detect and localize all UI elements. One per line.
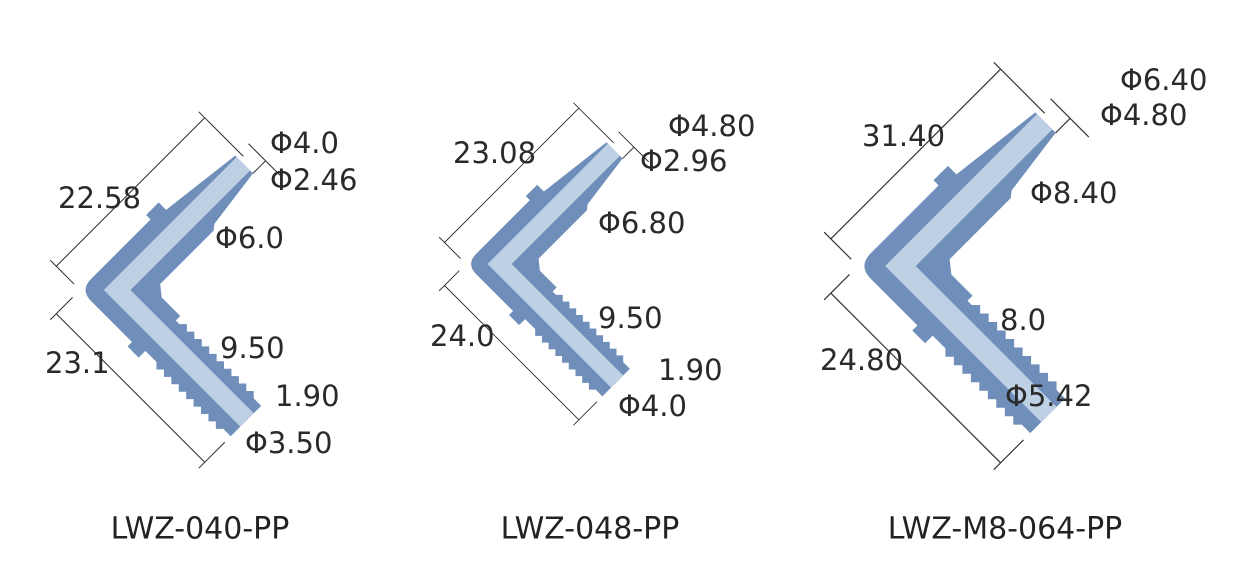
part-name: LWZ-M8-064-PP bbox=[888, 512, 1123, 547]
part-name: LWZ-048-PP bbox=[501, 512, 680, 547]
part-3: 31.40 24.80 Φ6.40 Φ4.80 Φ8.40 8.0 Φ5.42 … bbox=[790, 52, 1207, 547]
dimension: Φ5.42 bbox=[1005, 379, 1092, 413]
dimension: Φ3.50 bbox=[245, 426, 332, 460]
dimension: 23.1 bbox=[45, 346, 110, 380]
dimension: Φ4.80 bbox=[1100, 98, 1187, 132]
dimension: 1.90 bbox=[658, 353, 723, 387]
dimension: Φ8.40 bbox=[1030, 176, 1117, 210]
dimension: 31.40 bbox=[862, 119, 945, 153]
dimension: Φ2.46 bbox=[270, 163, 357, 197]
dimension: Φ2.96 bbox=[640, 144, 727, 178]
part-1: 22.58 23.1 Φ4.0 Φ2.46 Φ6.0 9.50 1.90 Φ3.… bbox=[21, 103, 386, 547]
dimension: 9.50 bbox=[220, 331, 285, 365]
dimension: Φ4.0 bbox=[618, 389, 687, 423]
part-name: LWZ-040-PP bbox=[111, 512, 290, 547]
dimension: 1.90 bbox=[275, 379, 340, 413]
dimension: 24.80 bbox=[820, 343, 903, 377]
dimension: 23.08 bbox=[453, 136, 536, 170]
dimension: Φ6.0 bbox=[215, 221, 284, 255]
dimension: Φ4.0 bbox=[270, 126, 339, 160]
dimension: Φ6.80 bbox=[598, 206, 685, 240]
dimension: 9.50 bbox=[598, 301, 663, 335]
dimension: 24.0 bbox=[430, 319, 495, 353]
dimension: 22.58 bbox=[58, 181, 141, 215]
dimension: 8.0 bbox=[1000, 303, 1046, 337]
part-2: 23.08 24.0 Φ4.80 Φ2.96 Φ6.80 9.50 1.90 Φ… bbox=[412, 95, 755, 547]
dimension: Φ6.40 bbox=[1120, 63, 1207, 97]
dimension: Φ4.80 bbox=[668, 109, 755, 143]
